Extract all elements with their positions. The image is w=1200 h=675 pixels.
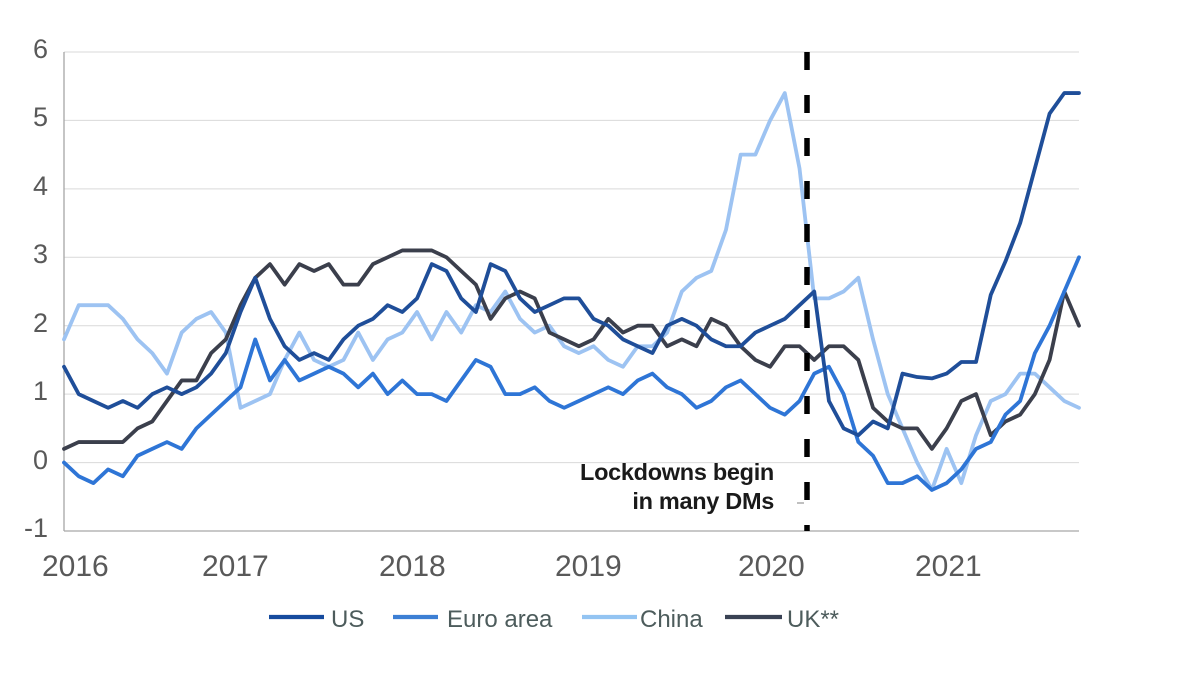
svg-text:US: US	[331, 606, 364, 633]
svg-text:UK**: UK**	[787, 606, 839, 633]
svg-text:in many DMs: in many DMs	[632, 488, 774, 514]
svg-text:2017: 2017	[202, 550, 269, 583]
svg-text:-1: -1	[24, 513, 48, 543]
svg-text:2021: 2021	[915, 550, 982, 583]
svg-text:2020: 2020	[738, 550, 805, 583]
svg-text:2018: 2018	[379, 550, 446, 583]
svg-text:Lockdowns begin: Lockdowns begin	[580, 459, 774, 485]
svg-text:2016: 2016	[42, 550, 109, 583]
svg-text:0: 0	[33, 445, 48, 475]
svg-text:Euro area: Euro area	[447, 606, 553, 633]
svg-text:1: 1	[33, 376, 48, 406]
svg-text:2019: 2019	[555, 550, 622, 583]
svg-text:4: 4	[33, 171, 48, 201]
svg-text:China: China	[640, 606, 703, 633]
svg-text:6: 6	[33, 34, 48, 64]
svg-text:5: 5	[33, 102, 48, 132]
svg-text:3: 3	[33, 239, 48, 269]
svg-text:2: 2	[33, 308, 48, 338]
